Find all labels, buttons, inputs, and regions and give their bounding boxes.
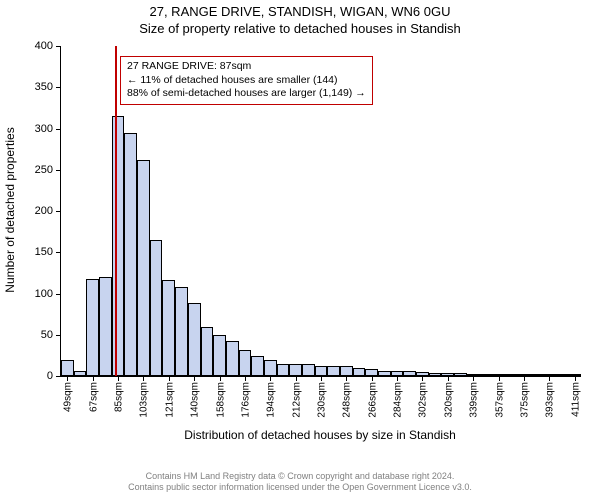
info-box-line1: 27 RANGE DRIVE: 87sqm bbox=[127, 60, 366, 74]
histogram-bar bbox=[201, 327, 214, 377]
x-tick-label: 266sqm bbox=[365, 382, 378, 418]
x-tick-label: 248sqm bbox=[340, 382, 353, 418]
x-tick-label: 411sqm bbox=[568, 382, 581, 417]
x-tick-label: 393sqm bbox=[543, 382, 556, 418]
x-tick bbox=[321, 376, 322, 381]
histogram-bar bbox=[188, 303, 201, 376]
chart-container: 0 50 100 150 200 250 300 350 400 49sqm 67sqm 85sqm 1… bbox=[0, 40, 600, 450]
x-tick bbox=[143, 376, 144, 381]
histogram-bar bbox=[505, 374, 518, 376]
x-tick bbox=[575, 376, 576, 381]
x-tick-label: 212sqm bbox=[289, 382, 302, 418]
x-tick bbox=[245, 376, 246, 381]
x-tick-label: 85sqm bbox=[112, 382, 125, 412]
y-tick-label: 300 bbox=[35, 123, 61, 135]
histogram-bar bbox=[403, 371, 416, 376]
page-title-address: 27, RANGE DRIVE, STANDISH, WIGAN, WN6 0G… bbox=[0, 0, 600, 19]
footer-attribution: Contains HM Land Registry data © Crown c… bbox=[0, 471, 600, 494]
x-tick bbox=[549, 376, 550, 381]
x-tick bbox=[118, 376, 119, 381]
histogram-bar bbox=[315, 366, 328, 376]
histogram-bar bbox=[213, 335, 226, 376]
x-tick bbox=[473, 376, 474, 381]
histogram-bar bbox=[175, 287, 188, 376]
x-tick-label: 320sqm bbox=[441, 382, 454, 418]
x-tick bbox=[346, 376, 347, 381]
histogram-bar bbox=[124, 133, 137, 376]
x-tick-label: 67sqm bbox=[86, 382, 99, 412]
x-tick bbox=[296, 376, 297, 381]
histogram-bar bbox=[137, 160, 150, 376]
x-tick-label: 158sqm bbox=[213, 382, 226, 418]
histogram-bar bbox=[327, 366, 340, 376]
histogram-bar bbox=[61, 360, 74, 377]
x-tick bbox=[372, 376, 373, 381]
histogram-bar bbox=[112, 116, 125, 376]
page-subtitle: Size of property relative to detached ho… bbox=[0, 19, 600, 40]
x-tick bbox=[270, 376, 271, 381]
histogram-bar bbox=[365, 369, 378, 376]
histogram-bar bbox=[251, 356, 264, 376]
x-tick bbox=[499, 376, 500, 381]
y-tick-label: 350 bbox=[35, 81, 61, 93]
info-box-line3: 88% of semi-detached houses are larger (… bbox=[127, 87, 366, 101]
x-tick bbox=[93, 376, 94, 381]
info-box-line2: ← 11% of detached houses are smaller (14… bbox=[127, 74, 366, 88]
histogram-bar bbox=[340, 366, 353, 376]
x-tick-label: 339sqm bbox=[467, 382, 480, 418]
histogram-bar bbox=[530, 374, 543, 376]
y-axis-label: Number of detached properties bbox=[3, 120, 17, 300]
histogram-bar bbox=[99, 277, 112, 376]
y-tick-label: 200 bbox=[35, 205, 61, 217]
x-tick-label: 140sqm bbox=[188, 382, 201, 418]
histogram-bar bbox=[264, 360, 277, 377]
x-tick-label: 284sqm bbox=[391, 382, 404, 418]
x-tick-label: 375sqm bbox=[517, 382, 530, 418]
histogram-bar bbox=[150, 240, 163, 376]
x-tick-label: 103sqm bbox=[137, 382, 150, 418]
histogram-bar bbox=[378, 371, 391, 376]
x-tick bbox=[220, 376, 221, 381]
histogram-bar bbox=[480, 374, 493, 376]
x-tick-label: 357sqm bbox=[492, 382, 505, 418]
x-tick-label: 176sqm bbox=[238, 382, 251, 418]
y-tick-label: 50 bbox=[41, 329, 61, 341]
x-tick bbox=[422, 376, 423, 381]
histogram-bar bbox=[454, 373, 467, 376]
x-tick-label: 230sqm bbox=[315, 382, 328, 418]
x-axis-label: Distribution of detached houses by size … bbox=[60, 428, 580, 442]
histogram-bar bbox=[162, 280, 175, 376]
x-tick bbox=[194, 376, 195, 381]
marker-info-box: 27 RANGE DRIVE: 87sqm ← 11% of detached … bbox=[120, 56, 373, 105]
histogram-bar bbox=[277, 364, 290, 376]
x-tick-label: 302sqm bbox=[416, 382, 429, 418]
histogram-bar bbox=[556, 374, 569, 376]
x-tick-label: 121sqm bbox=[162, 382, 175, 418]
x-tick-label: 49sqm bbox=[61, 382, 74, 412]
histogram-bar bbox=[302, 364, 315, 376]
histogram-bar bbox=[74, 371, 87, 376]
histogram-bar bbox=[429, 373, 442, 376]
x-tick-label: 194sqm bbox=[264, 382, 277, 418]
footer-line1: Contains HM Land Registry data © Crown c… bbox=[0, 471, 600, 483]
footer-line2: Contains public sector information licen… bbox=[0, 482, 600, 494]
x-tick bbox=[169, 376, 170, 381]
y-tick-label: 250 bbox=[35, 164, 61, 176]
histogram-bar bbox=[239, 350, 252, 376]
histogram-bar bbox=[86, 279, 99, 376]
histogram-bar bbox=[353, 368, 366, 376]
property-marker-line bbox=[115, 46, 117, 376]
histogram-bar bbox=[226, 341, 239, 376]
y-tick-label: 100 bbox=[35, 288, 61, 300]
y-tick-label: 400 bbox=[35, 40, 61, 52]
x-tick bbox=[67, 376, 68, 381]
histogram-bar bbox=[289, 364, 302, 376]
x-tick bbox=[448, 376, 449, 381]
y-tick-label: 0 bbox=[47, 370, 61, 382]
y-tick-label: 150 bbox=[35, 246, 61, 258]
x-tick bbox=[397, 376, 398, 381]
x-tick bbox=[524, 376, 525, 381]
